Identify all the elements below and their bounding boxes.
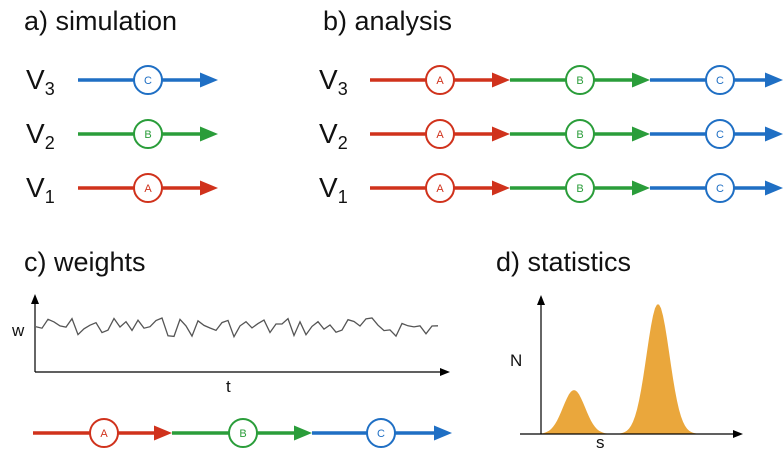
statistics-distribution-area xyxy=(537,304,700,434)
sim-row2-node-b-circle xyxy=(133,119,163,149)
row-label-v2-analysis: V2 xyxy=(319,118,348,153)
row-label-v1-simulation: V1 xyxy=(26,172,55,207)
panel-title-statistics: d) statistics xyxy=(496,247,632,277)
ana-row2-node-b-label: B xyxy=(576,129,583,141)
row-label-v3-analysis: V3 xyxy=(319,64,348,99)
ana-row1-node-a-label: A xyxy=(436,183,444,195)
weights-seq-node-b-circle xyxy=(228,418,258,448)
sim-row3-arrow-arrowhead xyxy=(200,72,218,88)
sim-row2-node-b-label: B xyxy=(144,129,151,141)
ana-row2-seg-c-arrowhead xyxy=(765,126,783,142)
ana-row2-node-c-circle xyxy=(705,119,735,149)
ana-row3-node-a-circle xyxy=(425,65,455,95)
ana-row3-seg-a-arrowhead xyxy=(492,72,510,88)
weights-seq-node-b-label: B xyxy=(239,428,246,440)
row-label-v1-analysis: V1 xyxy=(319,172,348,207)
ana-row2-node-a-label: A xyxy=(436,129,444,141)
ana-row3-node-b-label: B xyxy=(576,75,583,87)
weights-trace-line xyxy=(35,317,439,339)
ana-row3-node-a-label: A xyxy=(436,75,444,87)
panel-title-weights: c) weights xyxy=(24,247,146,277)
weights-seq-seg-a-arrowhead xyxy=(154,425,172,441)
statistics-y-axis-arrowhead xyxy=(537,295,545,305)
ana-row1-seg-c-arrowhead xyxy=(765,180,783,196)
ana-row1-node-b-circle xyxy=(565,173,595,203)
statistics-x-axis-arrowhead xyxy=(733,430,743,438)
sim-row3-node-c-circle xyxy=(133,65,163,95)
ana-row1-seg-b-arrowhead xyxy=(632,180,650,196)
sim-row3-node-c-label: C xyxy=(144,75,152,87)
ana-row3-node-c-circle xyxy=(705,65,735,95)
ana-row2-seg-a-arrowhead xyxy=(492,126,510,142)
weights-seq-seg-b-arrowhead xyxy=(294,425,312,441)
statistics-xlabel: s xyxy=(596,433,605,452)
weights-seq-node-c-circle xyxy=(366,418,396,448)
weights-seq-node-a-label: A xyxy=(100,428,108,440)
ana-row3-seg-b-arrowhead xyxy=(632,72,650,88)
ana-row3-node-b-circle xyxy=(565,65,595,95)
sim-row1-node-a-label: A xyxy=(144,183,152,195)
sim-row1-arrow-arrowhead xyxy=(200,180,218,196)
statistics-ylabel: N xyxy=(510,351,523,370)
weights-seq-node-c-label: C xyxy=(377,428,385,440)
ana-row1-node-c-label: C xyxy=(716,183,724,195)
ana-row1-node-b-label: B xyxy=(576,183,583,195)
ana-row2-seg-b-arrowhead xyxy=(632,126,650,142)
sim-row1-node-a-circle xyxy=(133,173,163,203)
row-label-v2-simulation: V2 xyxy=(26,118,55,153)
weights-xlabel: t xyxy=(226,377,231,396)
weights-seq-seg-c-arrowhead xyxy=(434,425,452,441)
weights-x-axis-arrowhead xyxy=(440,368,450,376)
weights-seq-node-a-circle xyxy=(89,418,119,448)
sim-row2-arrow-arrowhead xyxy=(200,126,218,142)
panel-title-simulation: a) simulation xyxy=(24,6,178,36)
ana-row2-node-b-circle xyxy=(565,119,595,149)
ana-row2-node-a-circle xyxy=(425,119,455,149)
weights-y-axis-arrowhead xyxy=(31,294,39,304)
ana-row2-node-c-label: C xyxy=(716,129,724,141)
ana-row3-node-c-label: C xyxy=(716,75,724,87)
panel-title-analysis: b) analysis xyxy=(323,6,453,36)
weights-ylabel: w xyxy=(12,321,25,340)
ana-row1-seg-a-arrowhead xyxy=(492,180,510,196)
row-label-v3-simulation: V3 xyxy=(26,64,55,99)
ana-row3-seg-c-arrowhead xyxy=(765,72,783,88)
ana-row1-node-c-circle xyxy=(705,173,735,203)
ana-row1-node-a-circle xyxy=(425,173,455,203)
